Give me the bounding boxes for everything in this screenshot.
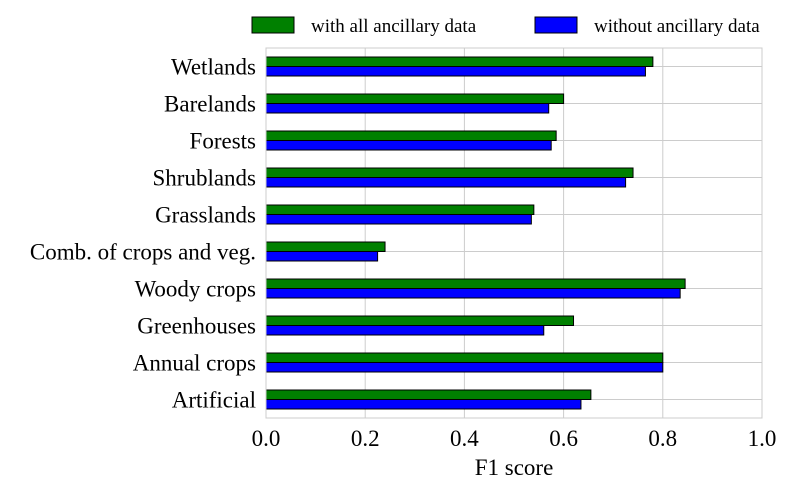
bar-without-ancillary xyxy=(265,103,550,114)
bar-with-ancillary xyxy=(265,56,654,67)
category-label: Comb. of crops and veg. xyxy=(30,240,256,265)
category-label: Woody crops xyxy=(135,277,256,302)
bar-without-ancillary xyxy=(265,66,646,77)
bar-with-ancillary xyxy=(265,167,634,178)
category-label: Artificial xyxy=(172,388,256,413)
category-label: Wetlands xyxy=(171,55,256,80)
category-label: Shrublands xyxy=(153,166,257,191)
x-tick-label: 0.2 xyxy=(351,426,380,451)
bar-with-ancillary xyxy=(265,93,565,104)
bar-without-ancillary xyxy=(265,251,379,262)
bar-with-ancillary xyxy=(265,389,592,400)
x-axis-label: F1 score xyxy=(475,455,554,480)
legend-swatch xyxy=(251,16,295,34)
legend-label: without ancillary data xyxy=(594,16,760,37)
legend-swatch xyxy=(534,16,578,34)
x-tick-label: 0.8 xyxy=(648,426,677,451)
bar-without-ancillary xyxy=(265,362,664,373)
legend: with all ancillary data without ancillary… xyxy=(251,16,760,37)
y-ticks: Artificial Annual crops Greenhouses Woody c… xyxy=(30,55,256,413)
bar-without-ancillary xyxy=(265,325,545,336)
bar-without-ancillary xyxy=(265,399,582,410)
legend-label: with all ancillary data xyxy=(311,16,477,37)
x-tick-label: 0.0 xyxy=(252,426,281,451)
x-tick-label: 0.4 xyxy=(450,426,479,451)
x-tick-label: 1.0 xyxy=(748,426,777,451)
bars xyxy=(265,56,686,410)
category-label: Annual crops xyxy=(133,351,256,376)
x-tick-label: 0.6 xyxy=(549,426,578,451)
bar-without-ancillary xyxy=(265,214,532,225)
bar-with-ancillary xyxy=(265,278,686,289)
category-label: Grasslands xyxy=(155,203,256,228)
bar-with-ancillary xyxy=(265,241,386,252)
bar-with-ancillary xyxy=(265,315,575,326)
bar-without-ancillary xyxy=(265,288,681,299)
x-ticks: 0.0 0.2 0.4 0.6 0.8 1.0 xyxy=(252,426,777,451)
bar-with-ancillary xyxy=(265,204,535,215)
plot-frame xyxy=(265,47,763,419)
bar-without-ancillary xyxy=(265,140,552,151)
category-label: Greenhouses xyxy=(137,314,256,339)
category-label: Forests xyxy=(190,129,257,154)
category-label: Barelands xyxy=(164,92,256,117)
bar-without-ancillary xyxy=(265,177,627,188)
bar-with-ancillary xyxy=(265,130,557,141)
bar-with-ancillary xyxy=(265,352,664,363)
